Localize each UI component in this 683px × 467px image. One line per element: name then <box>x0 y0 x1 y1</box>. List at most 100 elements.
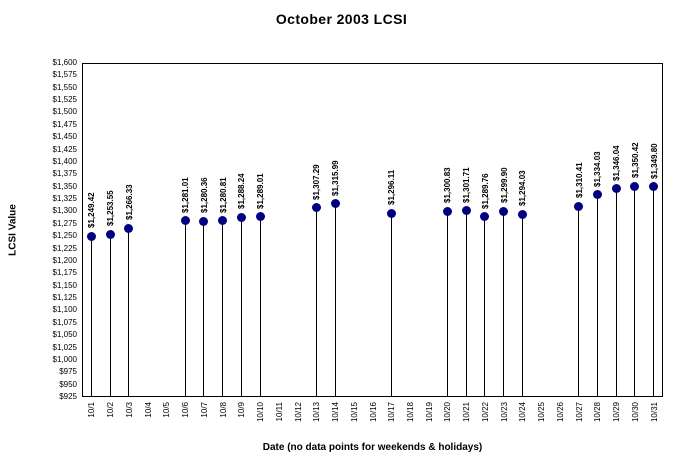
data-point-marker <box>649 182 659 192</box>
y-tick-label: $1,150 <box>52 280 77 290</box>
data-point-marker <box>574 201 584 211</box>
data-point-stem <box>484 216 486 396</box>
y-tick-label: $1,575 <box>52 70 77 80</box>
data-point-stem <box>578 206 580 396</box>
y-tick-label: $1,050 <box>52 330 77 340</box>
data-point-stem <box>596 194 598 396</box>
x-tick-label: 10/30 <box>630 402 640 423</box>
y-tick-label: $1,250 <box>52 231 77 241</box>
x-tick-label: 10/26 <box>555 402 565 423</box>
x-tick-label: 10/25 <box>537 402 547 423</box>
data-point-marker <box>499 206 509 216</box>
y-tick-label: $1,550 <box>52 82 77 92</box>
x-tick-label: 10/29 <box>612 402 622 423</box>
data-point-label: $1,266.33 <box>124 184 134 221</box>
y-tick-label: $1,075 <box>52 317 77 327</box>
x-tick-label: 10/15 <box>349 402 359 423</box>
data-point-stem <box>615 188 617 396</box>
x-tick-label: 10/12 <box>293 402 303 423</box>
data-point-marker <box>124 223 134 233</box>
y-tick-label: $1,200 <box>52 255 77 265</box>
x-tick-label: 10/2 <box>106 402 116 418</box>
data-point-stem <box>315 207 317 396</box>
data-point-marker <box>255 212 265 222</box>
data-point-label: $1,346.04 <box>612 145 622 181</box>
data-point-marker <box>330 199 340 209</box>
data-point-label: $1,334.03 <box>593 151 603 187</box>
x-tick-label: 10/18 <box>405 402 415 423</box>
data-point-stem <box>521 214 523 396</box>
x-tick-label: 10/13 <box>312 402 322 423</box>
data-point-marker <box>180 216 190 226</box>
data-point-label: $1,310.41 <box>574 162 584 199</box>
x-tick-label: 10/16 <box>368 402 378 423</box>
x-tick-label: 10/27 <box>574 402 584 423</box>
y-tick-label: $1,600 <box>52 58 77 67</box>
data-point-label: $1,301.71 <box>462 167 472 203</box>
y-tick-label: $1,500 <box>52 107 77 117</box>
y-tick-label: $925 <box>59 392 77 401</box>
data-point-stem <box>203 221 205 396</box>
data-point-label: $1,253.55 <box>106 190 116 227</box>
data-point-label: $1,350.42 <box>630 142 640 179</box>
data-point-marker <box>592 190 602 200</box>
data-point-stem <box>259 216 261 396</box>
data-point-marker <box>517 209 527 219</box>
y-tick-label: $1,400 <box>52 156 77 166</box>
x-tick-label: 10/3 <box>124 402 134 418</box>
x-tick-label: 10/9 <box>237 402 247 418</box>
y-tick-label: $1,525 <box>52 95 77 105</box>
x-tick-label: 10/10 <box>256 402 266 423</box>
y-tick-label: $1,125 <box>52 293 77 303</box>
y-tick-label: $1,225 <box>52 243 77 253</box>
data-point-label: $1,281.01 <box>181 177 191 213</box>
y-tick-label: $1,375 <box>52 169 77 179</box>
y-tick-label: $1,475 <box>52 119 77 129</box>
y-tick-label: $1,300 <box>52 206 77 216</box>
data-point-stem <box>390 213 392 396</box>
x-tick-label: 10/14 <box>331 402 341 423</box>
data-point-label: $1,296.11 <box>387 170 397 206</box>
data-point-stem <box>446 211 448 396</box>
y-tick-label: $1,450 <box>52 132 77 142</box>
data-point-label: $1,299.90 <box>499 167 509 204</box>
data-point-marker <box>386 208 396 218</box>
x-tick-label: 10/24 <box>518 402 528 423</box>
data-point-label: $1,300.83 <box>443 167 453 204</box>
data-point-stem <box>240 217 242 396</box>
x-tick-label: 10/1 <box>87 402 97 418</box>
data-point-stem <box>465 210 467 396</box>
y-tick-label: $1,025 <box>52 342 77 352</box>
data-point-stem <box>184 220 186 396</box>
data-point-label: $1,280.36 <box>199 177 209 214</box>
data-point-marker <box>105 229 115 239</box>
y-tick-label: $975 <box>59 367 77 377</box>
x-tick-label: 10/22 <box>480 402 490 423</box>
data-point-marker <box>218 216 228 226</box>
data-point-marker <box>442 206 452 216</box>
plot-area <box>82 63 663 397</box>
y-tick-label: $1,350 <box>52 181 77 191</box>
data-point-stem <box>90 236 92 396</box>
data-point-label: $1,349.80 <box>649 143 659 179</box>
data-point-label: $1,294.03 <box>518 170 528 207</box>
data-point-stem <box>634 186 636 396</box>
data-point-label: $1,249.42 <box>87 192 97 229</box>
x-tick-label: 10/19 <box>424 402 434 423</box>
data-point-stem <box>334 203 336 396</box>
y-tick-label: $1,325 <box>52 194 77 204</box>
data-point-stem <box>109 234 111 396</box>
y-tick-label: $1,000 <box>52 354 77 364</box>
data-point-marker <box>480 212 490 221</box>
data-point-marker <box>461 206 471 216</box>
data-point-label: $1,289.76 <box>480 172 490 209</box>
x-tick-label: 10/28 <box>593 402 603 423</box>
y-tick-label: $1,275 <box>52 218 77 228</box>
x-tick-label: 10/6 <box>181 402 191 418</box>
y-tick-label: $1,100 <box>52 305 77 315</box>
data-point-label: $1,280.81 <box>218 177 228 213</box>
data-point-label: $1,288.24 <box>237 173 247 210</box>
data-point-marker <box>86 231 96 241</box>
x-tick-label: 10/8 <box>218 402 228 418</box>
